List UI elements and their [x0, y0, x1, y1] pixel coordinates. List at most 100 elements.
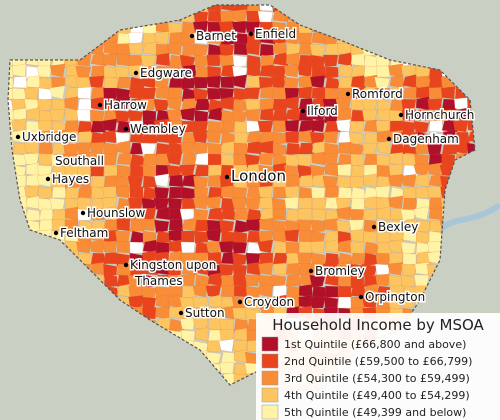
msoa [324, 285, 339, 298]
msoa [36, 65, 53, 78]
msoa [129, 186, 144, 199]
place-label: Uxbridge [22, 130, 76, 144]
msoa [336, 219, 352, 234]
msoa [38, 87, 53, 101]
msoa [324, 239, 339, 254]
msoa [194, 54, 209, 68]
place-dot [398, 112, 404, 118]
msoa [64, 96, 79, 111]
msoa [388, 195, 404, 210]
msoa [428, 76, 444, 89]
msoa [311, 186, 326, 200]
msoa [311, 86, 326, 100]
msoa [376, 175, 392, 189]
msoa [348, 142, 365, 157]
legend-label: 2nd Quintile (£59,500 to £66,799) [284, 355, 472, 368]
msoa [37, 186, 53, 199]
msoa [246, 63, 261, 78]
river [437, 202, 500, 233]
msoa [467, 129, 475, 144]
msoa [205, 130, 222, 144]
msoa [205, 240, 222, 254]
msoa [194, 307, 210, 320]
msoa [103, 142, 118, 156]
place-label: Dagenham [393, 132, 459, 146]
msoa [220, 76, 235, 89]
msoa [337, 64, 354, 78]
msoa [376, 153, 391, 167]
msoa [193, 208, 209, 222]
msoa [284, 185, 300, 199]
msoa [285, 175, 300, 188]
msoa [415, 186, 430, 199]
legend-label: 1st Quintile (£66,800 and above) [284, 338, 466, 351]
msoa [129, 219, 145, 232]
place-dot [224, 174, 230, 180]
msoa [129, 252, 144, 267]
msoa [245, 197, 261, 210]
msoa [285, 274, 301, 287]
msoa [219, 43, 235, 57]
msoa [193, 196, 209, 210]
msoa [218, 241, 235, 254]
msoa [154, 186, 170, 200]
legend-swatch [261, 387, 279, 403]
msoa [116, 43, 131, 56]
msoa [402, 86, 419, 100]
msoa [428, 120, 444, 133]
legend-title: Household Income by MSOA [272, 316, 484, 334]
msoa [310, 240, 326, 254]
msoa [220, 197, 236, 211]
msoa [233, 327, 249, 342]
msoa [116, 76, 133, 89]
msoa [388, 63, 404, 78]
place-dot [358, 294, 364, 300]
place-dot [45, 176, 51, 182]
place-dot [123, 262, 129, 268]
msoa [231, 9, 248, 23]
msoa [388, 252, 404, 265]
msoa [219, 362, 235, 375]
msoa [207, 153, 222, 166]
msoa [194, 327, 209, 342]
msoa [258, 262, 274, 276]
msoa [206, 340, 222, 353]
msoa [102, 186, 118, 199]
msoa [337, 285, 352, 298]
legend-swatch [261, 404, 279, 420]
msoa [311, 97, 327, 111]
msoa [244, 87, 261, 100]
msoa [324, 208, 341, 222]
msoa [324, 87, 339, 100]
msoa [12, 87, 27, 101]
msoa [218, 21, 235, 34]
msoa [283, 64, 300, 78]
msoa [413, 274, 430, 287]
msoa [272, 109, 288, 122]
msoa [63, 153, 79, 166]
msoa [75, 152, 92, 166]
msoa [233, 349, 248, 364]
msoa [310, 296, 326, 309]
msoa [116, 218, 131, 232]
msoa [154, 173, 170, 188]
msoa [428, 109, 443, 124]
msoa [180, 241, 196, 254]
msoa [154, 219, 170, 233]
msoa [375, 219, 391, 233]
msoa [194, 109, 209, 124]
msoa [154, 31, 170, 45]
msoa [207, 87, 222, 100]
msoa [103, 76, 118, 90]
msoa [181, 197, 196, 211]
place-label: Southall [55, 154, 104, 168]
place-label: Croydon [244, 295, 294, 309]
msoa [350, 197, 366, 210]
msoa [218, 338, 235, 353]
msoa [103, 164, 118, 177]
msoa [38, 197, 53, 211]
msoa [218, 263, 235, 277]
msoa [259, 43, 274, 57]
msoa [428, 87, 443, 100]
msoa [258, 217, 274, 232]
